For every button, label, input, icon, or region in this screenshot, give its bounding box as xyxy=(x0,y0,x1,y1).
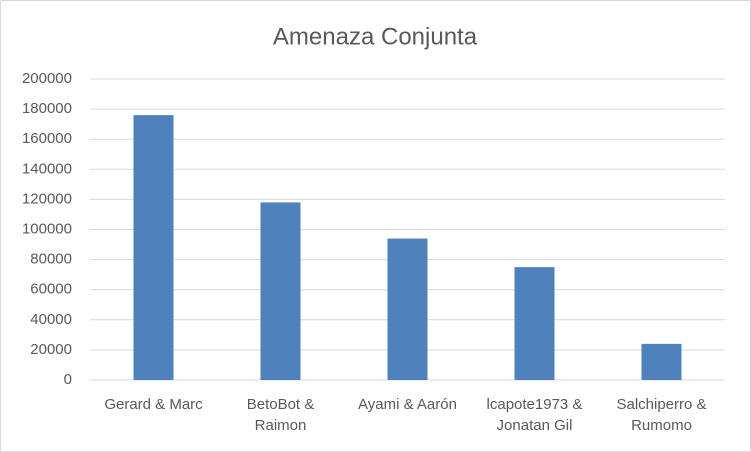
bar xyxy=(133,115,174,381)
y-tick-label: 0 xyxy=(64,371,72,388)
chart-title: Amenaza Conjunta xyxy=(273,23,478,50)
y-tick-label: 180000 xyxy=(22,100,72,117)
y-tick-label: 80000 xyxy=(30,251,72,268)
bar xyxy=(387,238,428,380)
y-tick-label: 40000 xyxy=(30,311,72,328)
bar xyxy=(260,202,301,380)
bar xyxy=(514,267,555,380)
y-tick-label: 20000 xyxy=(30,341,72,358)
x-tick-label: Gerard & Marc xyxy=(104,396,203,413)
y-tick-label: 140000 xyxy=(22,160,72,177)
bar xyxy=(641,343,682,380)
x-tick-label: Ayami & Aarón xyxy=(358,396,457,413)
y-tick-label: 120000 xyxy=(22,190,72,207)
x-tick-label: Salchiperro & Rumomo xyxy=(616,396,707,434)
y-tick-label: 60000 xyxy=(30,281,72,298)
y-tick-label: 200000 xyxy=(22,70,72,87)
y-tick-label: 160000 xyxy=(22,130,72,147)
x-tick-label: lcapote1973 & Jonatan Gil xyxy=(486,396,583,434)
y-tick-label: 100000 xyxy=(22,220,72,237)
x-tick-label: BetoBot & Raimon xyxy=(246,396,315,434)
